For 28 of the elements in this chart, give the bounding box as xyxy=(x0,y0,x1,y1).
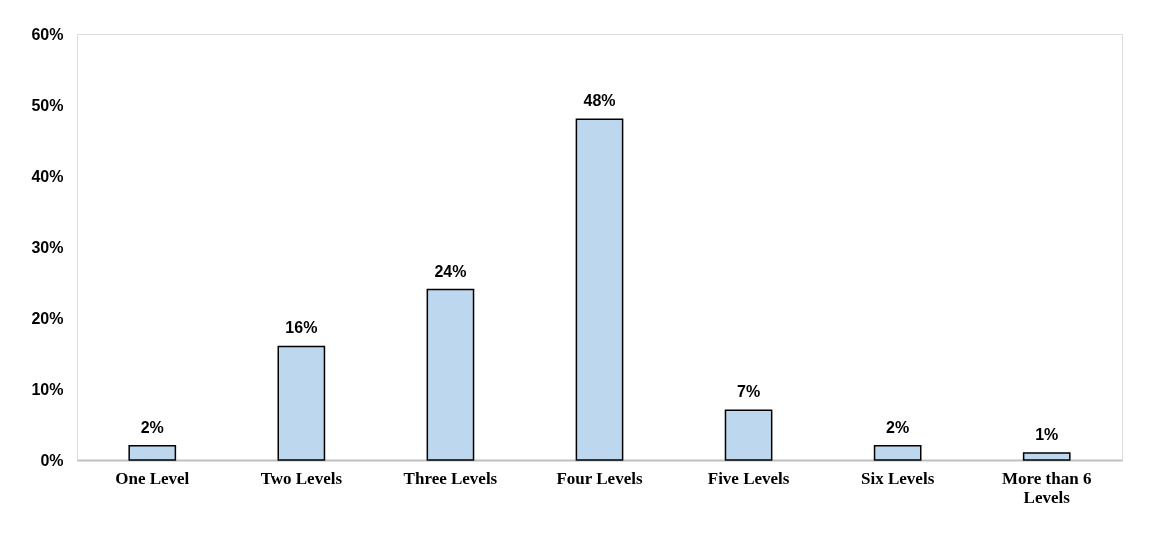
data-label: 1% xyxy=(1035,425,1059,443)
y-tick-label: 30% xyxy=(31,238,64,256)
x-tick-label: Two Levels xyxy=(260,468,343,488)
bar xyxy=(724,409,773,461)
x-tick-label: Five Levels xyxy=(707,468,790,488)
data-label: 24% xyxy=(434,262,467,280)
x-tick-label: Three Levels xyxy=(403,468,498,488)
data-label: 16% xyxy=(285,319,318,337)
bar xyxy=(128,445,177,461)
bar xyxy=(575,118,624,461)
y-tick-label: 0% xyxy=(40,451,64,469)
x-tick-label: Six Levels xyxy=(861,468,935,488)
bar xyxy=(873,445,922,461)
data-label: 7% xyxy=(737,383,761,401)
x-tick-label: Four Levels xyxy=(556,468,643,488)
y-tick-label: 60% xyxy=(31,25,64,43)
bar xyxy=(277,345,326,461)
data-label: 48% xyxy=(583,92,616,110)
data-label: 2% xyxy=(140,418,164,436)
x-tick-label: More than 6 Levels xyxy=(1002,468,1092,507)
y-tick-label: 40% xyxy=(31,167,64,185)
y-tick-label: 20% xyxy=(31,309,64,327)
data-label: 2% xyxy=(886,418,910,436)
bar xyxy=(1022,452,1071,461)
y-tick-label: 10% xyxy=(31,380,64,398)
y-tick-label: 50% xyxy=(31,96,64,114)
x-tick-label: One Level xyxy=(115,468,190,488)
bar xyxy=(426,288,475,461)
